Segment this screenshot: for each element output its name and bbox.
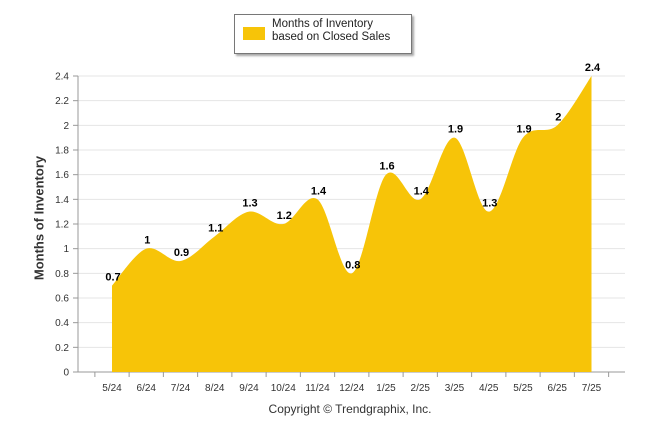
- y-tick-label: 0.2: [55, 343, 69, 354]
- data-label: 1.2: [277, 210, 292, 222]
- y-tick-label: 0: [63, 368, 69, 379]
- x-tick-label: 7/24: [171, 383, 191, 394]
- y-tick-label: 1: [63, 244, 69, 255]
- area-series: [112, 76, 592, 372]
- x-tick-label: 9/24: [239, 383, 259, 394]
- data-label: 1.6: [379, 161, 394, 173]
- x-tick-label: 6/24: [137, 383, 157, 394]
- x-tick-label: 10/24: [271, 383, 296, 394]
- y-tick-label: 1.4: [55, 195, 69, 206]
- data-label: 0.8: [345, 259, 360, 271]
- y-tick-label: 0.4: [55, 318, 69, 329]
- x-tick-label: 2/25: [411, 383, 431, 394]
- x-tick-label: 3/25: [445, 383, 465, 394]
- legend-swatch: [243, 27, 265, 40]
- x-tick-label: 5/24: [102, 383, 122, 394]
- x-tick-label: 1/25: [376, 383, 396, 394]
- data-label: 1.3: [482, 198, 497, 210]
- data-label: 1.9: [448, 124, 463, 136]
- x-tick-label: 12/24: [339, 383, 364, 394]
- y-tick-label: 0.8: [55, 269, 69, 280]
- data-label: 1.9: [516, 124, 531, 136]
- y-tick-label: 2.4: [55, 72, 69, 83]
- y-tick-label: 0.6: [55, 294, 69, 305]
- data-label: 2: [555, 111, 561, 123]
- y-tick-label: 1.2: [55, 220, 69, 231]
- y-axis-label: Months of Inventory: [31, 155, 47, 281]
- copyright-text: Copyright © Trendgraphix, Inc.: [268, 402, 432, 416]
- x-tick-labels: 5/24 6/24 7/24 8/24 9/24 10/24 11/24 12/24 1/25 2…: [102, 383, 601, 394]
- data-label: 1.4: [311, 185, 327, 197]
- x-tick-label: 4/25: [479, 383, 499, 394]
- area-fill: [112, 76, 592, 372]
- y-tick-label: 1.6: [55, 170, 69, 181]
- x-tick-label: 5/25: [513, 383, 533, 394]
- data-label: 1.3: [242, 198, 257, 210]
- data-label: 1.1: [208, 222, 223, 234]
- data-label: 1: [144, 235, 150, 247]
- data-labels: 0.7 1 0.9 1.1 1.3 1.2 1.4 0.8 1.6 1.4 1.9 1.3 1.9 2 2.…: [105, 62, 601, 284]
- x-tick-label: 6/25: [548, 383, 568, 394]
- y-tick-label: 2.2: [55, 96, 69, 107]
- x-tick-label: 8/24: [205, 383, 225, 394]
- data-label: 1.4: [414, 185, 430, 197]
- y-tick-label: 1.8: [55, 146, 69, 157]
- data-label: 0.9: [174, 247, 189, 259]
- data-label: 0.7: [105, 272, 120, 284]
- legend: Months of Inventory based on Closed Sale…: [234, 14, 412, 54]
- legend-label: Months of Inventory based on Closed Sale…: [272, 18, 391, 43]
- y-tick-labels: 0 0.2 0.4 0.6 0.8 1 1.2 1.4 1.6 1.8 2 2.2 2.4: [55, 72, 69, 379]
- y-tick-label: 2: [63, 121, 69, 132]
- x-tick-label: 7/25: [582, 383, 602, 394]
- data-label: 2.4: [585, 62, 601, 74]
- x-tick-label: 11/24: [305, 383, 330, 394]
